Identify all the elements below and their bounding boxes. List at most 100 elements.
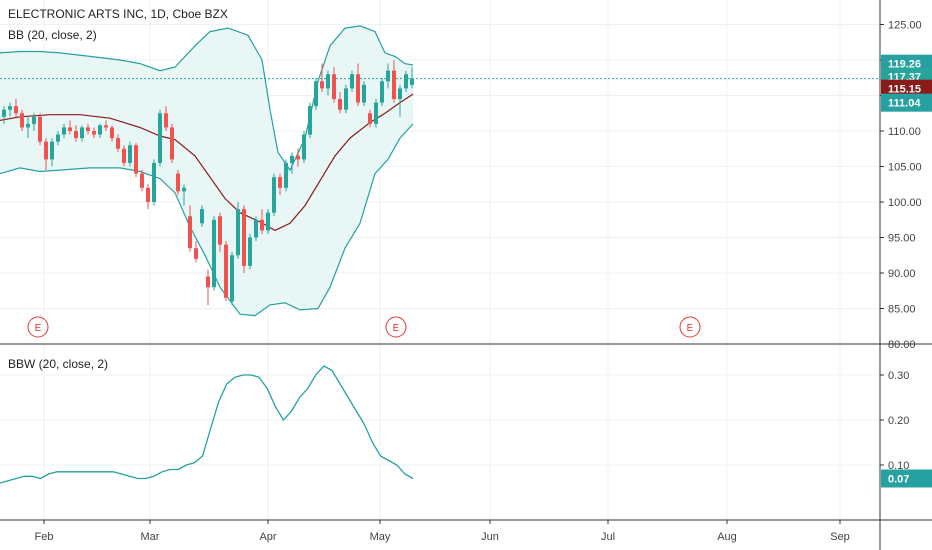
candle-body — [344, 88, 348, 110]
candle-body — [362, 84, 366, 103]
bbw-value-badge — [881, 469, 932, 488]
time-tick-label: Aug — [717, 531, 737, 543]
candle-body — [92, 131, 96, 135]
price-tick-label: 105.00 — [888, 162, 922, 174]
candle-body — [278, 177, 282, 188]
candle-body — [176, 173, 180, 192]
candle-body — [74, 131, 78, 139]
candle-body — [284, 162, 288, 188]
candle-body — [38, 116, 42, 142]
time-tick-label: Jul — [601, 531, 615, 543]
earnings-marker-icon — [385, 316, 407, 338]
candle-body — [410, 78, 414, 85]
candle-body — [116, 138, 120, 149]
bbw-indicator-legend[interactable]: BBW (20, close, 2) — [8, 357, 109, 371]
price-tick-label: 95.00 — [888, 233, 916, 245]
candle-body — [152, 162, 156, 202]
candle-body — [296, 155, 300, 160]
candle-body — [98, 125, 102, 135]
candle-body — [374, 102, 378, 124]
time-tick-label: Feb — [35, 531, 54, 543]
candle-body — [80, 127, 84, 139]
price-badge — [881, 93, 932, 112]
candle-body — [2, 109, 6, 117]
symbol-legend[interactable]: ELECTRONIC ARTS INC, 1D, Cboe BZX — [8, 7, 228, 21]
bbw-tick-label: 0.10 — [888, 460, 909, 472]
candle-body — [20, 113, 24, 128]
candle-body — [314, 81, 318, 107]
candle-body — [14, 106, 18, 114]
bbw-series — [0, 365, 414, 484]
candle-body — [386, 70, 390, 82]
candle-body — [230, 255, 234, 302]
candle-body — [128, 145, 132, 163]
candle-body — [86, 127, 90, 131]
candle-body — [206, 276, 210, 288]
candle-body — [308, 106, 312, 135]
candle-body — [254, 219, 258, 238]
candle-body — [380, 81, 384, 103]
candle-body — [104, 125, 108, 128]
candle-body — [182, 187, 186, 192]
bbw-tick-label: 0.30 — [888, 370, 909, 382]
band-fill — [0, 25, 413, 316]
candle-body — [320, 81, 324, 89]
price-tick-label: 125.00 — [888, 20, 922, 32]
candle-body — [158, 113, 162, 163]
candle-body — [260, 219, 264, 231]
candle-body — [170, 127, 174, 160]
price-badge-label: 111.04 — [888, 98, 921, 110]
earnings-marker-icon — [679, 316, 701, 338]
earnings-marker-icon — [27, 316, 49, 338]
candle-body — [146, 187, 150, 202]
candle-body — [350, 74, 354, 89]
candle-body — [188, 216, 192, 249]
bollinger-bands — [0, 25, 879, 317]
lower-band-line — [0, 123, 414, 317]
candle-body — [140, 173, 144, 188]
candle-body — [236, 209, 240, 256]
candle-body — [338, 99, 342, 110]
candle-body — [266, 212, 270, 231]
candle-body — [8, 106, 12, 110]
candle-body — [68, 127, 72, 131]
candle-body — [110, 127, 114, 139]
candle-body — [218, 216, 222, 245]
upper-band-line — [0, 25, 414, 172]
price-tick-label: 110.00 — [888, 126, 921, 138]
candle-body — [272, 177, 276, 213]
candle-body — [242, 209, 246, 266]
candle-body — [392, 70, 396, 100]
bb-indicator-legend[interactable]: BB (20, close, 2) — [8, 28, 97, 42]
time-tick-label: Jun — [481, 531, 499, 543]
candle-body — [302, 134, 306, 160]
bbw-value-badge-label: 0.07 — [888, 474, 909, 486]
candle-body — [248, 237, 252, 266]
candle-body — [332, 74, 336, 100]
time-axis[interactable]: Feb Mar Apr May Jun Jul Aug Sep — [35, 520, 850, 543]
candle-body — [224, 244, 228, 298]
candle-body — [32, 116, 36, 124]
candle-body — [398, 88, 402, 100]
bbw-line — [0, 365, 414, 484]
time-tick-label: Sep — [830, 531, 850, 543]
candle-body — [164, 113, 168, 128]
candle-body — [200, 209, 204, 224]
bbw-tick-label: 0.20 — [888, 415, 909, 427]
candle-body — [44, 141, 48, 160]
earnings-marker-label: E — [393, 323, 400, 334]
candle-body — [194, 248, 198, 259]
price-tick-label: 90.00 — [888, 268, 916, 280]
price-tick-label: 80.00 — [888, 339, 916, 351]
time-tick-label: Apr — [259, 531, 276, 543]
candle-body — [356, 74, 360, 103]
candle-body — [326, 74, 330, 89]
candlestick-series — [2, 60, 414, 305]
candle-body — [404, 74, 408, 89]
price-tick-label: 100.00 — [888, 197, 922, 209]
time-tick-label: May — [370, 531, 391, 543]
candle-body — [62, 127, 66, 135]
earnings-marker-label: E — [687, 323, 694, 334]
